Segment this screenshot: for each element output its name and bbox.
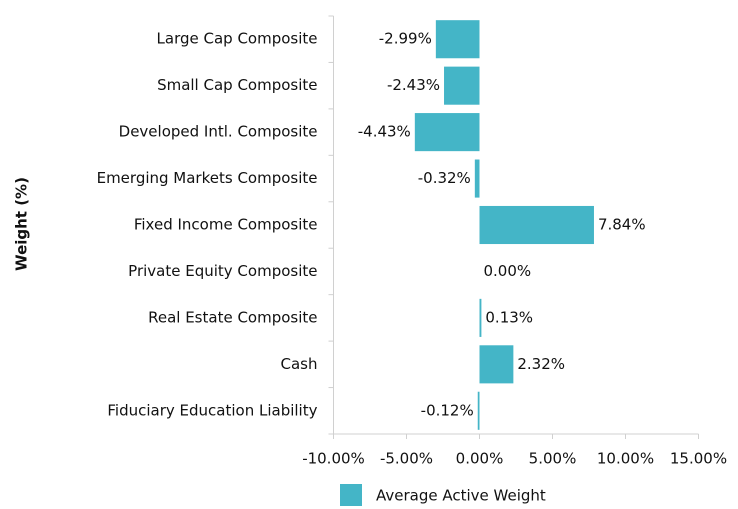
data-label: 0.00% — [484, 262, 532, 280]
y-tick-label: Emerging Markets Composite — [97, 169, 318, 187]
data-label: -0.32% — [418, 169, 471, 187]
data-label: 7.84% — [598, 216, 646, 234]
data-label: -4.43% — [358, 123, 411, 141]
x-tick-label: -10.00% — [302, 450, 365, 468]
y-axis-title: Weight (%) — [13, 177, 31, 271]
x-tick-label: -5.00% — [380, 450, 433, 468]
y-tick-label: Developed Intl. Composite — [119, 123, 318, 141]
data-label: -2.99% — [379, 30, 432, 48]
bar — [479, 345, 514, 384]
y-tick-label: Fixed Income Composite — [134, 216, 318, 234]
y-tick-label: Fiduciary Education Liability — [107, 401, 317, 419]
y-tick-label: Real Estate Composite — [148, 308, 317, 326]
bar — [479, 205, 594, 245]
bar — [479, 298, 482, 337]
y-tick-label: Private Equity Composite — [128, 262, 317, 280]
legend-swatch — [340, 484, 362, 506]
y-tick-label: Large Cap Composite — [157, 30, 318, 48]
bar — [414, 113, 480, 152]
bar — [444, 66, 480, 105]
bar — [435, 20, 480, 59]
bar — [477, 391, 480, 430]
x-tick-label: 5.00% — [529, 450, 577, 468]
y-tick-label: Cash — [281, 355, 318, 373]
data-label: 0.13% — [485, 308, 533, 326]
x-tick-label: 0.00% — [456, 450, 504, 468]
x-tick-label: 10.00% — [597, 450, 654, 468]
x-tick-label: 15.00% — [670, 450, 727, 468]
y-tick-label: Small Cap Composite — [157, 76, 317, 94]
bar — [474, 159, 480, 198]
legend-label: Average Active Weight — [376, 487, 546, 505]
data-label: -0.12% — [421, 401, 474, 419]
data-label: 2.32% — [517, 355, 565, 373]
data-label: -2.43% — [387, 76, 440, 94]
